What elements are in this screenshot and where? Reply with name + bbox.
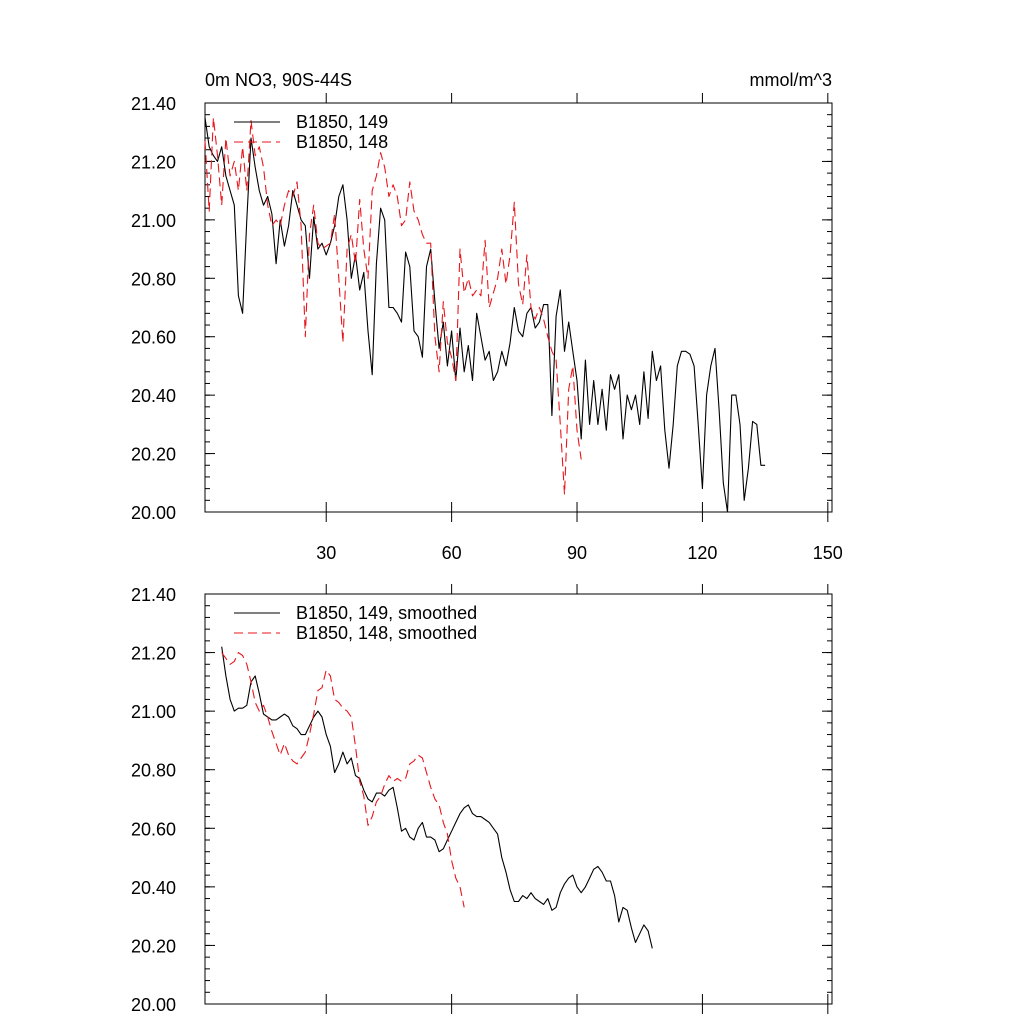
legend-label: B1850, 149, smoothed — [296, 603, 477, 623]
y-tick-label: 21.00 — [131, 211, 176, 231]
y-tick-label: 20.00 — [131, 995, 176, 1015]
y-tick-label: 20.60 — [131, 328, 176, 348]
y-tick-label: 20.20 — [131, 445, 176, 465]
series-line — [221, 652, 465, 908]
y-tick-label: 21.40 — [131, 94, 176, 114]
series-line — [204, 117, 766, 513]
x-tick-label: 90 — [567, 543, 587, 563]
x-tick-label: 120 — [687, 543, 717, 563]
legend-label: B1850, 148 — [296, 132, 388, 152]
y-tick-label: 21.20 — [131, 152, 176, 172]
y-tick-label: 20.20 — [131, 936, 176, 956]
x-tick-label: 60 — [442, 543, 462, 563]
y-tick-label: 21.40 — [131, 585, 176, 605]
y-tick-label: 20.60 — [131, 819, 176, 839]
series-line — [204, 117, 582, 496]
figure-title: 0m NO3, 90S-44S — [205, 70, 352, 90]
bottom-panel: 20.00 20.20 20.40 20.60 20.80 21.00 21.20 21.40… — [131, 584, 833, 1015]
legend-label: B1850, 149 — [296, 112, 388, 132]
units-label: mmol/m^3 — [750, 70, 832, 90]
y-tick-label: 20.80 — [131, 761, 176, 781]
y-tick-label: 21.00 — [131, 702, 176, 722]
y-tick-label: 20.40 — [131, 878, 176, 898]
plot-frame — [204, 593, 833, 1005]
y-tick-label: 20.80 — [131, 269, 176, 289]
y-tick-label: 21.20 — [131, 644, 176, 664]
legend-label: B1850, 148, smoothed — [296, 623, 477, 643]
top-panel: 0m NO3, 90S-44S mmol/m^3 20.00 20.20 20.40… — [131, 70, 843, 563]
y-tick-label: 20.40 — [131, 386, 176, 406]
plot-frame — [204, 102, 833, 513]
y-tick-label: 20.00 — [131, 503, 176, 523]
x-tick-label: 150 — [813, 543, 843, 563]
x-tick-label: 30 — [316, 543, 336, 563]
series-line — [221, 646, 653, 949]
